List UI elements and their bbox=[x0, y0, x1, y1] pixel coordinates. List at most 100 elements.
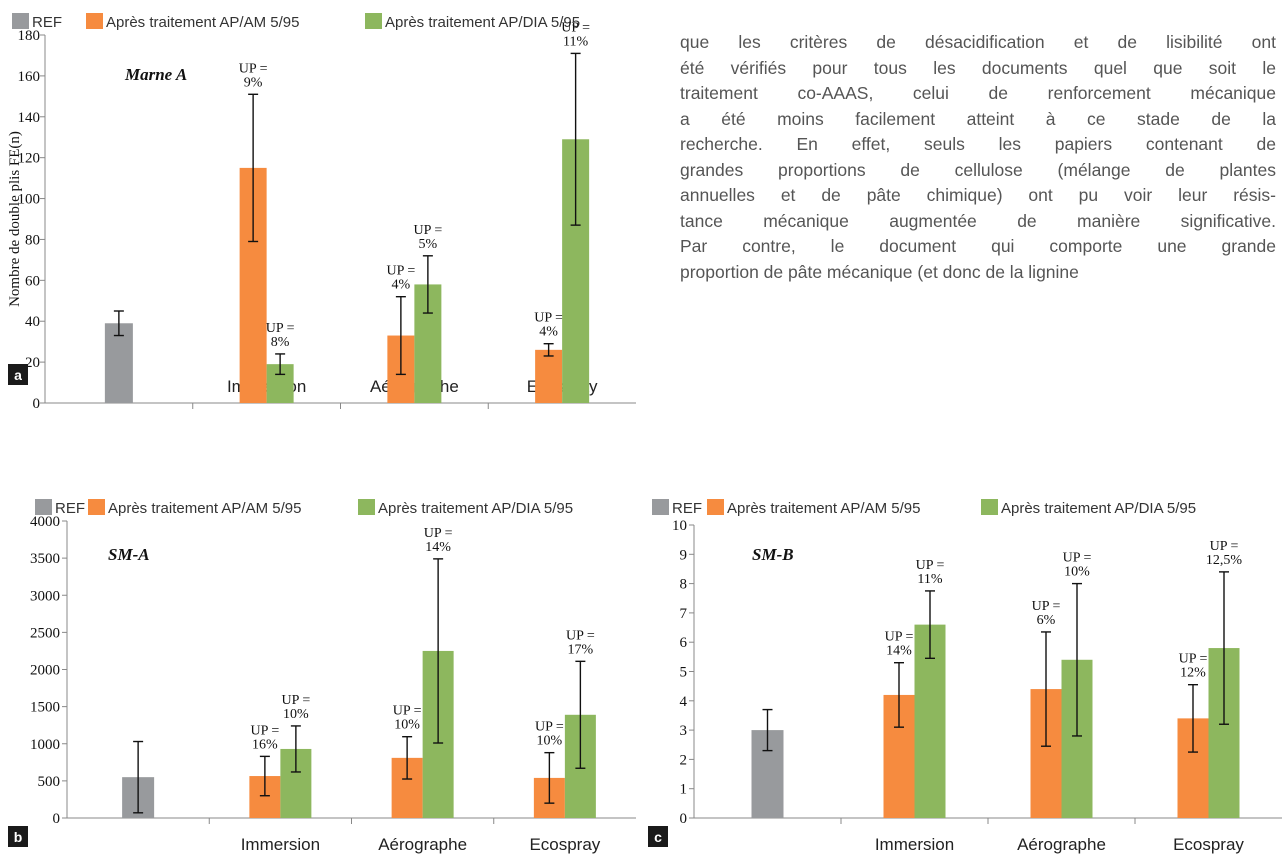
y-tick-label: 6 bbox=[680, 635, 688, 651]
y-tick-label: 140 bbox=[18, 110, 41, 126]
up-annotation-value: 11% bbox=[917, 572, 942, 587]
up-annotation-label: UP = bbox=[534, 311, 563, 326]
up-annotation-value: 9% bbox=[244, 75, 263, 90]
chart-sm-b: REF Après traitement AP/AM 5/95 Après trai… bbox=[648, 499, 1282, 854]
x-category-label: Aérographe bbox=[1017, 835, 1106, 854]
y-tick-label: 80 bbox=[25, 232, 40, 248]
text-line: grandes proportions de cellulose (mélang… bbox=[680, 159, 1276, 180]
y-tick-label: 1000 bbox=[30, 737, 60, 753]
up-annotation-label: UP = bbox=[386, 264, 415, 279]
text-line: Par contre, le document qui comporte une… bbox=[680, 236, 1276, 256]
legend-label-ref: REF bbox=[32, 14, 62, 31]
up-annotation-value: 10% bbox=[283, 707, 309, 722]
up-annotation-value: 16% bbox=[252, 737, 278, 752]
panel-letter: b bbox=[14, 829, 23, 845]
up-annotation-label: UP = bbox=[393, 704, 422, 719]
legend-label-dia: Après traitement AP/DIA 5/95 bbox=[378, 500, 573, 517]
up-annotation-value: 14% bbox=[886, 644, 912, 659]
x-category-label: Aérographe bbox=[378, 835, 467, 854]
up-annotation-value: 14% bbox=[425, 540, 451, 555]
up-annotation-value: 10% bbox=[394, 718, 420, 733]
y-tick-label: 9 bbox=[680, 547, 688, 563]
legend-label-am: Après traitement AP/AM 5/95 bbox=[108, 500, 301, 517]
legend-label-dia: Après traitement AP/DIA 5/95 bbox=[1001, 500, 1196, 517]
y-tick-label: 20 bbox=[25, 355, 40, 371]
panel-letter-box bbox=[8, 364, 28, 385]
y-tick-label: 60 bbox=[25, 273, 40, 289]
y-tick-label: 0 bbox=[33, 396, 41, 412]
up-annotation-value: 12% bbox=[1180, 666, 1206, 681]
panel-letter: a bbox=[14, 367, 22, 383]
y-axis-label: Nombre de double plis FE(n) bbox=[7, 131, 23, 307]
text-line: été vérifiés pour tous les documents que… bbox=[680, 57, 1276, 78]
legend-label-ref: REF bbox=[55, 500, 85, 517]
legend-swatch-dia bbox=[358, 499, 375, 515]
y-tick-label: 2 bbox=[680, 752, 688, 768]
y-tick-label: 0 bbox=[53, 811, 61, 827]
up-annotation-value: 17% bbox=[568, 642, 594, 657]
up-annotation-label: UP = bbox=[566, 628, 595, 643]
up-annotation-label: UP = bbox=[1179, 652, 1208, 667]
y-tick-label: 40 bbox=[25, 314, 40, 330]
y-tick-label: 1 bbox=[680, 782, 688, 798]
x-category-label: Ecospray bbox=[529, 835, 600, 854]
x-category-label: Ecospray bbox=[1173, 835, 1244, 854]
panel-letter: c bbox=[654, 829, 662, 845]
bar-am bbox=[535, 349, 563, 403]
up-annotation-label: UP = bbox=[916, 558, 945, 573]
y-tick-label: 1500 bbox=[30, 700, 60, 716]
legend-label-dia: Après traitement AP/DIA 5/95 bbox=[385, 14, 580, 31]
text-line: que les critères de désacidification et … bbox=[680, 32, 1276, 52]
up-annotation-label: UP = bbox=[413, 223, 442, 238]
y-tick-label: 8 bbox=[680, 577, 688, 593]
text-line: recherche. En effet, seuls les papiers c… bbox=[680, 134, 1276, 154]
y-tick-label: 2500 bbox=[30, 625, 60, 641]
up-annotation-label: UP = bbox=[1063, 551, 1092, 566]
up-annotation-value: 5% bbox=[419, 237, 438, 252]
up-annotation-label: UP = bbox=[281, 693, 310, 708]
bar-ref bbox=[104, 323, 133, 403]
chart-sm-a: REF Après traitement AP/AM 5/95 Après trai… bbox=[8, 499, 636, 854]
text-line: a été moins facilement atteint à ce stad… bbox=[680, 108, 1276, 129]
up-annotation-label: UP = bbox=[250, 723, 279, 738]
text-line: proportion de pâte mécanique (et donc de… bbox=[680, 261, 1079, 282]
x-category-label: Immersion bbox=[875, 835, 954, 854]
panel-letter-box bbox=[648, 826, 668, 847]
up-annotation-value: 10% bbox=[537, 734, 563, 749]
chart-marne-a: REF Après traitement AP/AM 5/95 Après trai… bbox=[7, 13, 636, 412]
up-annotation-value: 4% bbox=[539, 325, 558, 340]
y-tick-label: 10 bbox=[672, 518, 687, 534]
y-tick-label: 3 bbox=[680, 723, 688, 739]
legend-label-am: Après traitement AP/AM 5/95 bbox=[106, 14, 299, 31]
y-tick-label: 0 bbox=[680, 811, 688, 827]
text-line: annuelles et de pâte chimique) ont pu vo… bbox=[680, 185, 1276, 205]
legend-swatch-ref bbox=[12, 13, 29, 29]
y-tick-label: 120 bbox=[18, 151, 41, 167]
up-annotation-label: UP = bbox=[266, 321, 295, 336]
y-tick-label: 4 bbox=[680, 694, 688, 710]
legend-swatch-am bbox=[86, 13, 103, 29]
y-tick-label: 5 bbox=[680, 665, 688, 681]
y-tick-label: 160 bbox=[18, 69, 41, 85]
legend-swatch-ref bbox=[35, 499, 52, 515]
chart-title: Marne A bbox=[124, 65, 187, 84]
text-line: tance mécanique augmentée de manière sig… bbox=[680, 210, 1276, 231]
up-annotation-value: 8% bbox=[271, 335, 290, 350]
up-annotation-value: 4% bbox=[392, 278, 411, 293]
up-annotation-label: UP = bbox=[885, 630, 914, 645]
y-tick-label: 3000 bbox=[30, 588, 60, 604]
chart-title: SM-A bbox=[108, 545, 150, 564]
x-category-label: Immersion bbox=[241, 835, 320, 854]
up-annotation-label: UP = bbox=[535, 720, 564, 735]
y-tick-label: 2000 bbox=[30, 663, 60, 679]
legend-label-am: Après traitement AP/AM 5/95 bbox=[727, 500, 920, 517]
y-tick-label: 180 bbox=[18, 28, 41, 44]
up-annotation-label: UP = bbox=[1032, 599, 1061, 614]
up-annotation-value: 11% bbox=[563, 34, 588, 49]
up-annotation-label: UP = bbox=[424, 526, 453, 541]
y-tick-label: 100 bbox=[18, 192, 41, 208]
body-text: que les critères de désacidification et … bbox=[680, 30, 1276, 344]
legend-swatch-am bbox=[88, 499, 105, 515]
legend-swatch-ref bbox=[652, 499, 669, 515]
up-annotation-value: 12,5% bbox=[1206, 553, 1243, 568]
